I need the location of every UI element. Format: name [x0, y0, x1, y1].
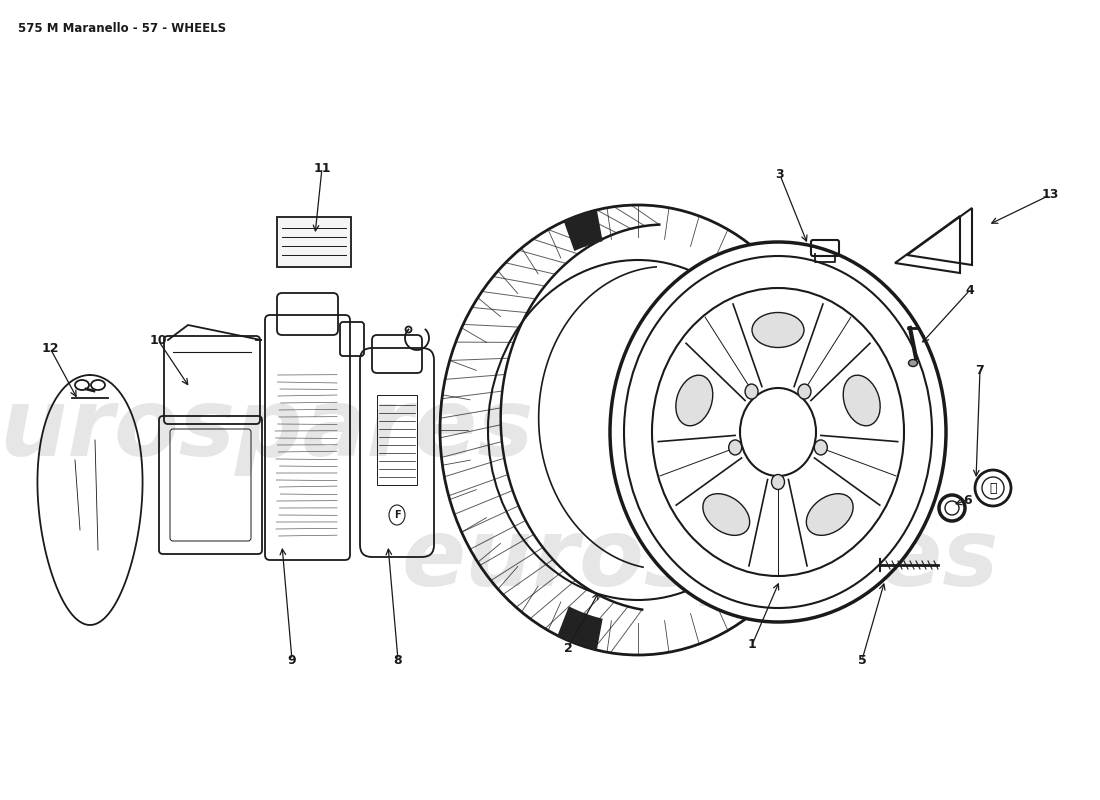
Text: 2: 2 [563, 642, 572, 654]
Ellipse shape [798, 384, 811, 399]
Ellipse shape [703, 494, 750, 535]
Ellipse shape [814, 440, 827, 455]
Text: 3: 3 [776, 169, 784, 182]
Ellipse shape [844, 375, 880, 426]
Text: eurospares: eurospares [402, 514, 999, 606]
Text: 1: 1 [748, 638, 757, 651]
Polygon shape [558, 606, 603, 650]
Ellipse shape [745, 384, 758, 399]
Text: F: F [394, 510, 400, 520]
Text: 7: 7 [976, 363, 984, 377]
Text: eurospares: eurospares [0, 384, 534, 476]
Text: 11: 11 [314, 162, 331, 174]
Ellipse shape [728, 440, 741, 455]
Text: 10: 10 [150, 334, 167, 346]
Ellipse shape [675, 375, 713, 426]
Ellipse shape [771, 474, 784, 490]
Ellipse shape [945, 501, 959, 515]
Ellipse shape [909, 359, 917, 366]
Text: 9: 9 [288, 654, 296, 666]
Ellipse shape [939, 495, 965, 521]
Text: 🐎: 🐎 [989, 482, 997, 495]
Text: 5: 5 [858, 654, 867, 666]
Ellipse shape [752, 313, 804, 347]
Text: 575 M Maranello - 57 - WHEELS: 575 M Maranello - 57 - WHEELS [18, 22, 227, 35]
Text: 12: 12 [42, 342, 58, 354]
Text: 8: 8 [394, 654, 403, 666]
Ellipse shape [610, 242, 946, 622]
Ellipse shape [806, 494, 854, 535]
Text: 13: 13 [1042, 189, 1058, 202]
Text: 4: 4 [966, 283, 975, 297]
Ellipse shape [975, 470, 1011, 506]
Text: 6: 6 [964, 494, 972, 506]
FancyBboxPatch shape [277, 217, 351, 267]
Polygon shape [564, 210, 603, 251]
